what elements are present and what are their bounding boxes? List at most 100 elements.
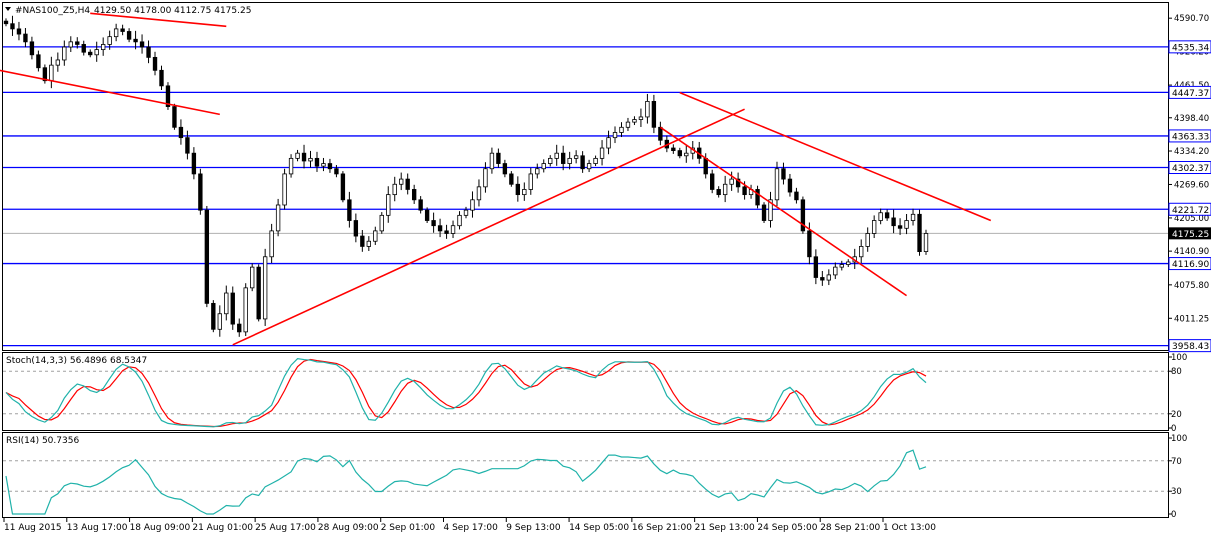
candle-body xyxy=(638,116,644,120)
candle-body xyxy=(424,209,430,221)
candle-body xyxy=(120,28,125,32)
candle-body xyxy=(42,67,48,82)
level-price-tag xyxy=(1168,257,1211,271)
level-price-tag-label: 3958.43 xyxy=(1172,342,1209,352)
level-price-tag xyxy=(1168,339,1211,353)
x-axis-tick-label: 18 Aug 09:00 xyxy=(130,523,191,533)
candle-body xyxy=(839,264,844,268)
candle-body xyxy=(470,199,475,211)
candle-body xyxy=(923,233,929,252)
candle-body xyxy=(463,209,469,216)
candle-body xyxy=(742,186,747,196)
candle-body xyxy=(677,150,682,157)
candle-body xyxy=(55,59,61,66)
y-axis-tick-label: 4075.80 xyxy=(1174,281,1209,291)
candle-body xyxy=(651,101,657,128)
level-price-tag xyxy=(1168,85,1211,99)
candle-body xyxy=(800,199,806,232)
candle-body xyxy=(606,137,611,149)
candle-body xyxy=(444,230,449,234)
current-price-tag-label: 4175.25 xyxy=(1172,230,1209,240)
x-axis-tick-label: 14 Sep 05:00 xyxy=(569,523,629,533)
x-axis-tick-label: 28 Sep 21:00 xyxy=(820,523,880,533)
candle-body xyxy=(101,44,106,51)
candle-body xyxy=(619,126,624,133)
candle-body xyxy=(340,173,346,201)
x-axis-tick-label: 1 Oct 13:00 xyxy=(883,523,936,533)
candle-body xyxy=(612,132,618,139)
y-axis-tick-label: 4011.25 xyxy=(1174,314,1209,324)
candle-body xyxy=(716,189,721,196)
level-price-tag-label: 4363.33 xyxy=(1172,132,1209,142)
ohlc-header: 4129.50 4178.00 4112.75 4175.25 xyxy=(94,6,251,16)
candle-body xyxy=(301,152,307,162)
candle-body xyxy=(172,106,177,128)
rsi-axis-tick-label: 100 xyxy=(1171,434,1187,444)
trend-line-upper-left[interactable] xyxy=(0,69,220,116)
candle-body xyxy=(217,313,222,330)
trend-line-top[interactable] xyxy=(90,12,227,28)
candle-body xyxy=(81,44,86,53)
candle-body xyxy=(755,189,760,206)
candle-body xyxy=(353,220,359,237)
level-price-tag-label: 4535.34 xyxy=(1172,43,1209,53)
x-axis-tick-label: 21 Aug 01:00 xyxy=(192,523,253,533)
candle-body xyxy=(761,204,767,221)
x-axis-tick-label: 2 Sep 01:00 xyxy=(381,523,436,533)
candle-body xyxy=(554,152,559,159)
trend-line-falling-resistance[interactable] xyxy=(679,91,992,222)
candle-body xyxy=(846,261,851,265)
candle-body xyxy=(198,173,203,211)
y-axis-tick-label: 4140.90 xyxy=(1174,247,1209,257)
candle-body xyxy=(884,212,890,219)
candle-body xyxy=(502,163,508,175)
candle-body xyxy=(917,213,922,252)
candle-body xyxy=(191,152,197,175)
symbol-menu-icon[interactable] xyxy=(5,7,11,11)
candle-body xyxy=(94,49,99,56)
candle-body xyxy=(625,121,631,128)
candle-body xyxy=(897,225,903,229)
level-price-tag xyxy=(1168,129,1211,143)
candle-body xyxy=(146,46,151,58)
candle-body xyxy=(684,152,689,157)
rsi-label: RSI(14) 50.7356 xyxy=(6,436,79,446)
trend-line-falling-support[interactable] xyxy=(659,126,908,297)
rsi-line xyxy=(5,449,927,515)
trend-line-rising-support[interactable] xyxy=(232,108,745,346)
candle-body xyxy=(528,173,533,190)
candle-body xyxy=(450,225,456,234)
y-axis-tick-label: 4590.70 xyxy=(1174,14,1209,24)
candle-body xyxy=(807,230,812,258)
candle-body xyxy=(910,213,916,221)
candle-body xyxy=(515,183,521,196)
candle-body xyxy=(878,212,883,221)
candle-body xyxy=(865,233,870,247)
candle-body xyxy=(68,41,73,48)
candle-body xyxy=(561,152,566,164)
candle-body xyxy=(36,54,41,69)
candle-body xyxy=(405,178,410,190)
level-price-tag xyxy=(1168,202,1211,216)
y-axis-tick-label: 4205.00 xyxy=(1174,214,1209,224)
candle-body xyxy=(250,266,255,289)
candle-body xyxy=(573,155,579,159)
candle-body xyxy=(314,157,320,167)
candle-body xyxy=(489,152,495,170)
candle-body xyxy=(535,168,540,175)
level-price-tag-label: 4221.72 xyxy=(1172,206,1209,216)
x-axis-tick-label: 24 Sep 05:00 xyxy=(757,523,817,533)
candle-body xyxy=(10,23,15,30)
candle-body xyxy=(113,28,119,38)
candle-body xyxy=(327,163,333,170)
stoch-axis-tick-label: 80 xyxy=(1171,367,1182,377)
candle-body xyxy=(165,85,171,107)
candle-body xyxy=(703,157,708,175)
candle-body xyxy=(593,157,598,164)
symbol-header: #NAS100_Z5,H4 xyxy=(15,6,90,16)
candle-body xyxy=(437,225,443,232)
x-axis-tick-label: 16 Sep 21:00 xyxy=(632,523,692,533)
level-price-tag-label: 4116.90 xyxy=(1172,260,1209,270)
candle-body xyxy=(62,46,67,61)
